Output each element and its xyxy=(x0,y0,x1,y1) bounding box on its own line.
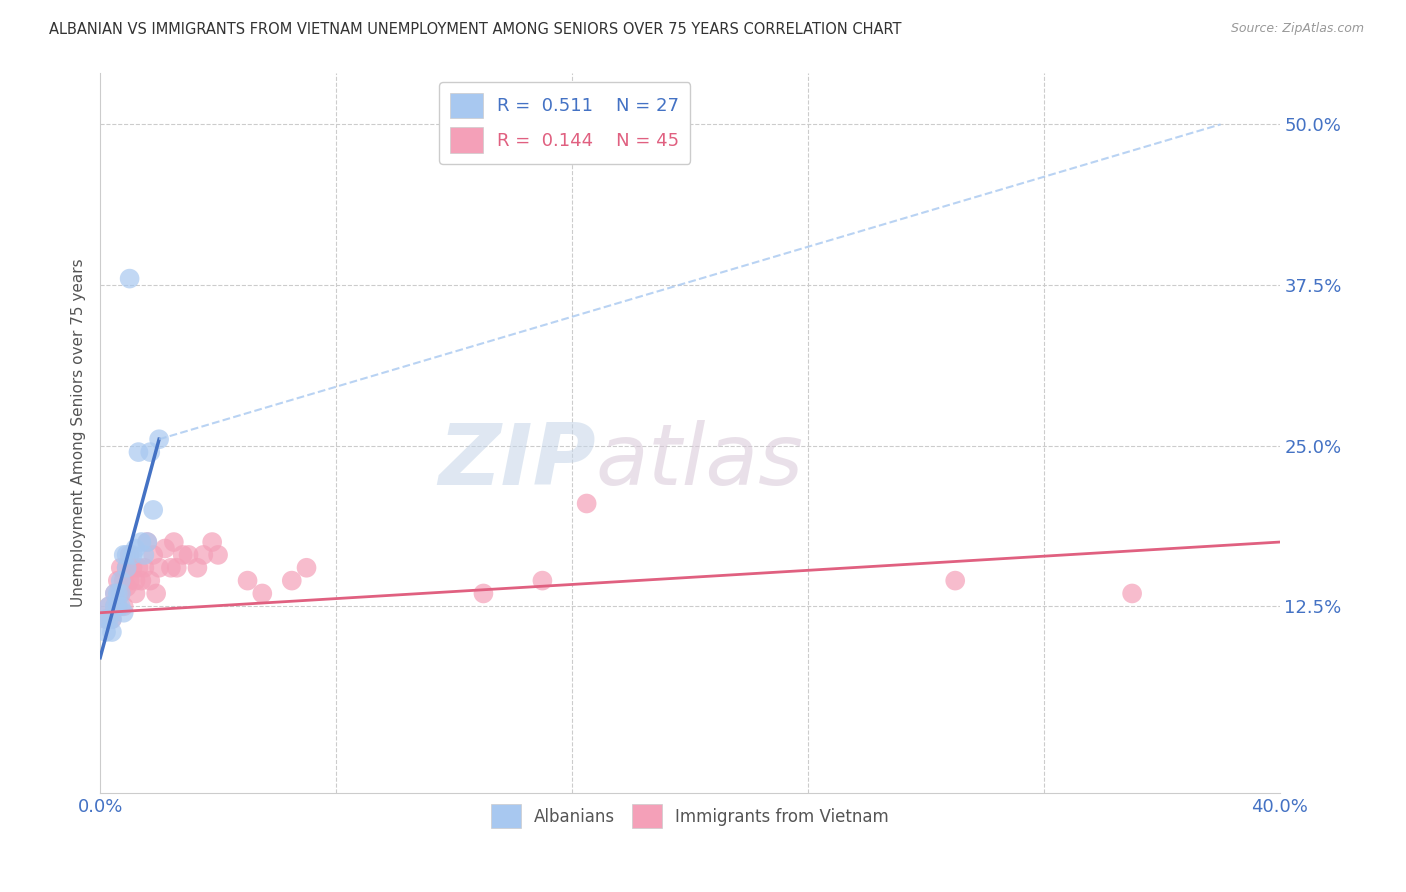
Point xyxy=(472,586,495,600)
Point xyxy=(136,535,159,549)
Point xyxy=(107,599,129,614)
Y-axis label: Unemployment Among Seniors over 75 years: Unemployment Among Seniors over 75 years xyxy=(72,259,86,607)
Point xyxy=(177,548,200,562)
Text: ZIP: ZIP xyxy=(437,420,596,503)
Point xyxy=(124,541,146,556)
Point xyxy=(127,560,149,574)
Point xyxy=(172,548,194,562)
Point xyxy=(104,586,127,600)
Point xyxy=(94,625,117,640)
Point xyxy=(104,586,127,600)
Point xyxy=(94,612,117,626)
Point xyxy=(252,586,274,600)
Point xyxy=(115,548,138,562)
Point xyxy=(166,560,188,574)
Point xyxy=(118,574,141,588)
Point xyxy=(193,548,215,562)
Point xyxy=(531,574,554,588)
Point xyxy=(1121,586,1143,600)
Point xyxy=(943,574,966,588)
Point xyxy=(136,535,159,549)
Point xyxy=(115,580,138,594)
Point xyxy=(139,445,162,459)
Point xyxy=(148,432,170,446)
Point xyxy=(115,560,138,574)
Point xyxy=(94,612,117,626)
Point xyxy=(163,535,186,549)
Point xyxy=(107,574,129,588)
Point xyxy=(115,560,138,574)
Point xyxy=(142,548,165,562)
Text: Source: ZipAtlas.com: Source: ZipAtlas.com xyxy=(1230,22,1364,36)
Point xyxy=(104,599,127,614)
Point xyxy=(121,560,143,574)
Point xyxy=(281,574,304,588)
Point xyxy=(110,586,132,600)
Point xyxy=(110,574,132,588)
Point xyxy=(575,496,598,510)
Text: ALBANIAN VS IMMIGRANTS FROM VIETNAM UNEMPLOYMENT AMONG SENIORS OVER 75 YEARS COR: ALBANIAN VS IMMIGRANTS FROM VIETNAM UNEM… xyxy=(49,22,901,37)
Point xyxy=(124,586,146,600)
Point xyxy=(201,535,224,549)
Legend: Albanians, Immigrants from Vietnam: Albanians, Immigrants from Vietnam xyxy=(484,797,896,835)
Point xyxy=(134,560,156,574)
Point xyxy=(131,535,153,549)
Point xyxy=(107,586,129,600)
Point xyxy=(112,606,135,620)
Text: atlas: atlas xyxy=(596,420,803,503)
Point xyxy=(127,445,149,459)
Point xyxy=(124,574,146,588)
Point xyxy=(134,548,156,562)
Point xyxy=(236,574,259,588)
Point xyxy=(148,560,170,574)
Point xyxy=(121,548,143,562)
Point xyxy=(207,548,229,562)
Point xyxy=(112,599,135,614)
Point xyxy=(139,574,162,588)
Point xyxy=(295,560,318,574)
Point xyxy=(98,612,121,626)
Point xyxy=(145,586,167,600)
Point xyxy=(110,560,132,574)
Point xyxy=(186,560,208,574)
Point xyxy=(112,548,135,562)
Point xyxy=(101,612,124,626)
Point xyxy=(101,612,124,626)
Point xyxy=(110,586,132,600)
Point xyxy=(98,599,121,614)
Point xyxy=(110,599,132,614)
Point xyxy=(131,574,153,588)
Point xyxy=(153,541,176,556)
Point xyxy=(104,599,127,614)
Point xyxy=(142,503,165,517)
Point xyxy=(98,599,121,614)
Point xyxy=(118,271,141,285)
Point xyxy=(118,548,141,562)
Point xyxy=(112,574,135,588)
Point xyxy=(160,560,183,574)
Point xyxy=(101,625,124,640)
Point xyxy=(107,599,129,614)
